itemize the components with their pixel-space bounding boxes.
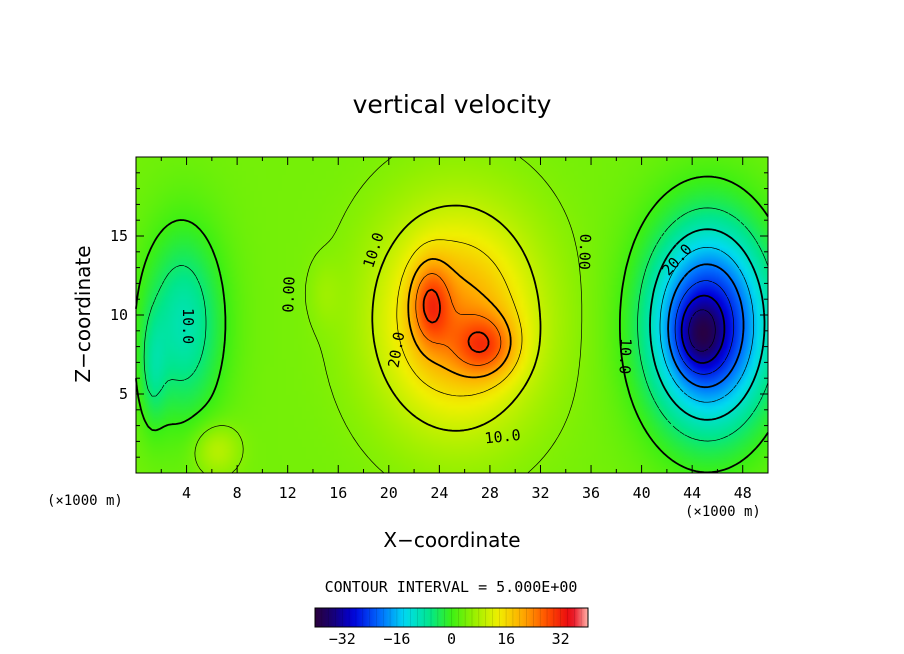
x-tick-label: 32 [531, 484, 549, 502]
colorbar: −32 −16 0 16 32 [314, 607, 589, 648]
colorbar-tick-label: 16 [497, 630, 515, 648]
contour--30 [680, 294, 726, 364]
contour-interval: CONTOUR INTERVAL = 5.000E+00 [325, 578, 578, 596]
contour-label-7: 10.0 [179, 308, 197, 344]
colorbar-gradient [314, 607, 589, 628]
contour--15 [659, 246, 755, 403]
contour--5 [143, 207, 769, 442]
y-tick-label: 5 [119, 385, 128, 403]
contour--35 [688, 309, 716, 352]
contour-lines [135, 156, 769, 474]
colorbar-tick-label: −32 [329, 630, 356, 648]
contour--10 [649, 228, 766, 421]
colorbar-tick-label: −16 [383, 630, 410, 648]
contour-label-0: 0.00 [279, 276, 298, 313]
x-axis-label: X−coordinate [383, 528, 520, 552]
velocity-field [136, 157, 768, 473]
x-tick-label: 24 [430, 484, 448, 502]
contour-15 [396, 239, 523, 397]
colorbar-ticks: −32 −16 0 16 32 [321, 608, 582, 648]
x-tick-label: 40 [633, 484, 651, 502]
contour-20 [407, 258, 512, 379]
x-tick-label: 28 [481, 484, 499, 502]
contour--20 [667, 263, 745, 389]
contour-5 [194, 156, 583, 474]
x-tick-label: 48 [734, 484, 752, 502]
contour-0 [135, 175, 769, 474]
x-tick-label: 36 [582, 484, 600, 502]
chart-title: vertical velocity [353, 90, 552, 119]
y-axis-label: Z−coordinate [71, 245, 95, 382]
contour-30 [422, 288, 490, 354]
contour--25 [674, 280, 735, 375]
colorbar-tick-label: 32 [552, 630, 570, 648]
x-tick-label: 16 [329, 484, 347, 502]
x-tick-label: 12 [279, 484, 297, 502]
y-tick-label: 15 [110, 227, 128, 245]
x-axis: 4 8 12 16 20 24 28 32 36 40 44 48 [160, 157, 752, 502]
x-tick-label: 4 [182, 484, 191, 502]
contour-label-4: 10.0 [484, 426, 522, 448]
colorbar-tick-label: 0 [447, 630, 456, 648]
x-tick-label: 20 [380, 484, 398, 502]
y-axis-unit: (×1000 m) [47, 493, 123, 509]
x-axis-unit: (×1000 m) [685, 504, 761, 520]
y-axis: 5 10 15 [110, 172, 768, 458]
contour-label-1: 0.00 [575, 233, 594, 270]
y-tick-label: 10 [110, 306, 128, 324]
contour-label-3: 20.0 [384, 330, 408, 369]
contour-10 [371, 204, 542, 432]
contour-25 [415, 273, 502, 366]
x-tick-label: 44 [683, 484, 701, 502]
x-tick-label: 8 [233, 484, 242, 502]
contour-label-6: 10.0 [616, 338, 635, 375]
